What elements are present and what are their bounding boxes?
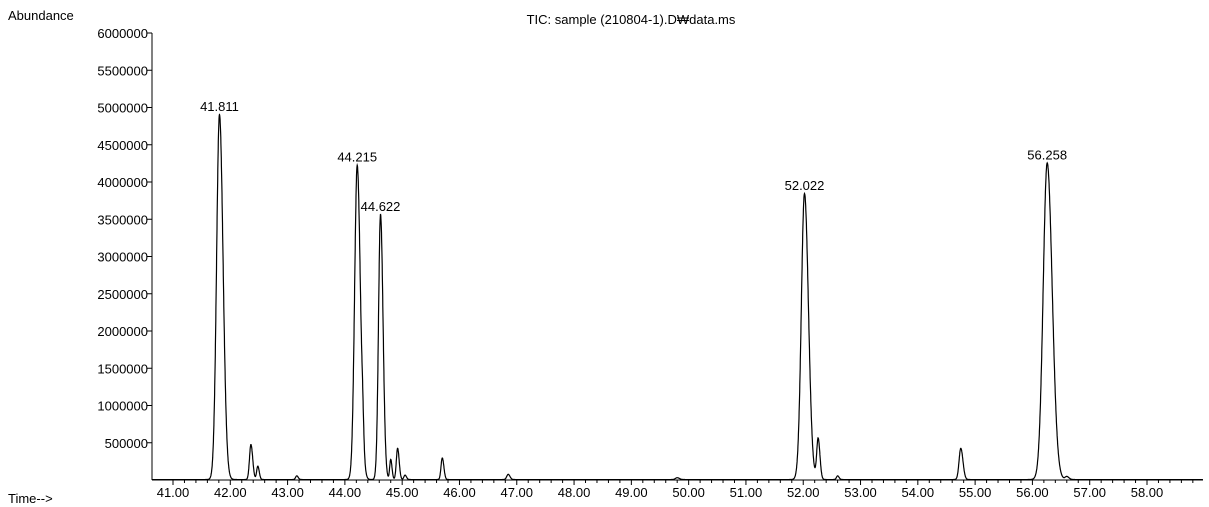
y-tick-label: 5000000 — [97, 101, 148, 116]
peak-label: 56.258 — [1027, 147, 1067, 162]
chart-title: TIC: sample (210804-1).D₩data.ms — [527, 12, 736, 27]
x-tick-label: 45.00 — [386, 485, 419, 500]
y-tick-label: 2500000 — [97, 287, 148, 302]
x-tick-label: 44.00 — [329, 485, 362, 500]
tic-trace — [152, 113, 1203, 481]
x-tick-group: 41.00 42.00 43.00 44.00 45.00 46.00 47.00 48.00… — [157, 480, 1194, 500]
x-tick-label: 50.00 — [672, 485, 705, 500]
y-axis-label: Abundance — [8, 8, 74, 23]
x-tick-label: 46.00 — [443, 485, 476, 500]
peak-label: 41.811 — [200, 99, 239, 114]
x-tick-label: 52.00 — [787, 485, 820, 500]
peak-label: 52.022 — [785, 178, 825, 193]
y-tick-label: 5500000 — [97, 63, 148, 78]
y-tick-label: 3500000 — [97, 212, 148, 227]
y-tick-label: 3000000 — [97, 250, 148, 265]
y-tick-label: 1000000 — [97, 399, 148, 414]
y-tick-group: 500000 1000000 1500000 2000000 2500000 300000… — [97, 26, 152, 451]
y-tick-label: 4000000 — [97, 175, 148, 190]
y-tick-label: 2000000 — [97, 324, 148, 339]
x-tick-label: 47.00 — [500, 485, 533, 500]
x-tick-label: 56.00 — [1016, 485, 1049, 500]
y-tick-label: 6000000 — [97, 26, 148, 41]
x-tick-label: 55.00 — [959, 485, 992, 500]
x-tick-label: 53.00 — [844, 485, 877, 500]
x-tick-label: 48.00 — [558, 485, 591, 500]
x-tick-label: 43.00 — [271, 485, 304, 500]
y-tick-label: 4500000 — [97, 138, 148, 153]
x-tick-label: 49.00 — [615, 485, 648, 500]
y-tick-label: 1500000 — [97, 361, 148, 376]
x-tick-label: 54.00 — [902, 485, 935, 500]
y-tick-label: 500000 — [105, 436, 148, 451]
x-tick-label: 41.00 — [157, 485, 190, 500]
x-tick-label: 58.00 — [1131, 485, 1164, 500]
peak-label: 44.622 — [361, 199, 401, 214]
peak-label: 44.215 — [337, 150, 377, 165]
x-tick-label: 51.00 — [730, 485, 763, 500]
x-tick-label: 42.00 — [214, 485, 247, 500]
x-axis-label: Time--> — [8, 491, 53, 506]
x-tick-label: 57.00 — [1073, 485, 1106, 500]
peak-label-group: 41.811 44.215 44.622 52.022 56.258 — [200, 99, 1067, 214]
